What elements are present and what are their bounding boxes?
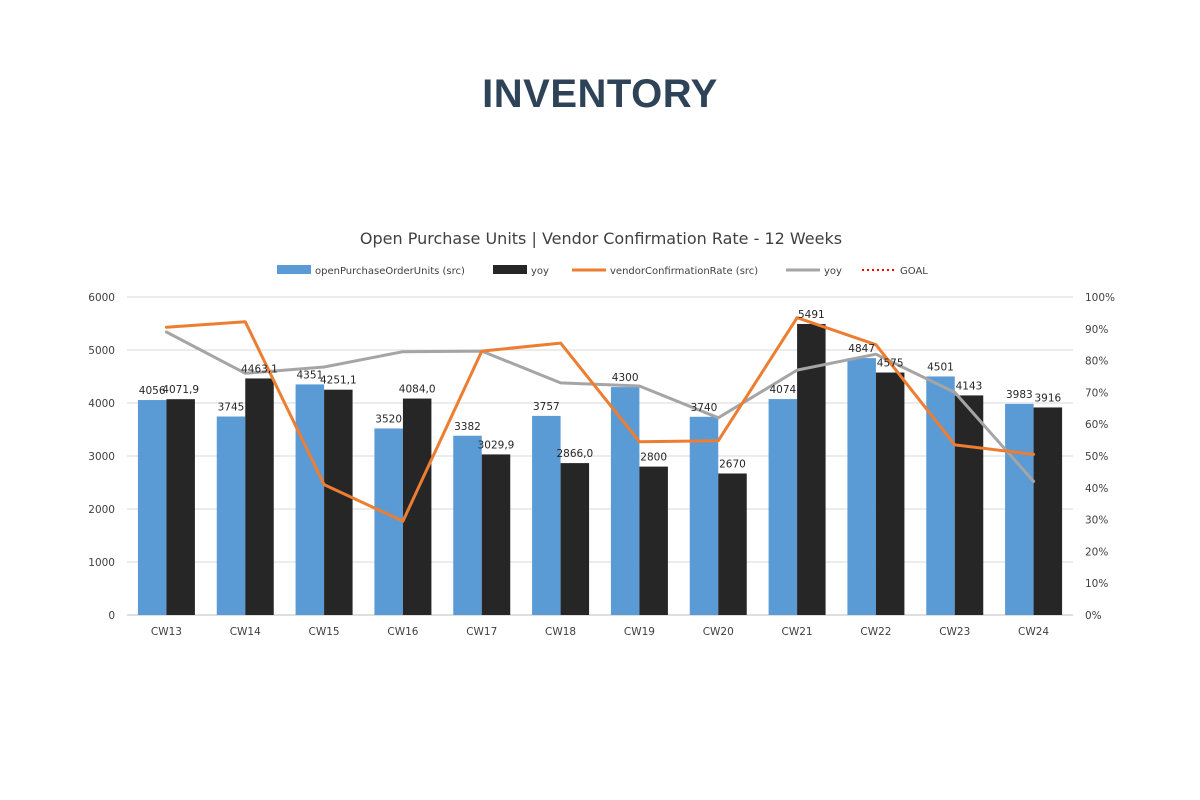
bar-label: 3916 bbox=[1034, 392, 1061, 404]
right-tick-label: 60% bbox=[1085, 419, 1108, 431]
x-tick-label: CW17 bbox=[466, 626, 497, 638]
bar-yoy bbox=[324, 389, 353, 615]
bar-yoy bbox=[954, 395, 984, 615]
x-tick-label: CW15 bbox=[309, 626, 340, 638]
bar-open-purchase-units bbox=[295, 384, 325, 615]
page-title: INVENTORY bbox=[482, 72, 718, 116]
bar-open-purchase-units bbox=[137, 400, 167, 615]
x-tick-label: CW14 bbox=[230, 626, 261, 638]
x-tick-label: CW18 bbox=[545, 626, 576, 638]
bar-label: 4143 bbox=[956, 380, 983, 392]
left-tick-label: 4000 bbox=[88, 398, 115, 410]
bar-open-purchase-units bbox=[374, 428, 403, 615]
bar-yoy bbox=[481, 454, 511, 615]
left-tick-label: 1000 bbox=[88, 557, 115, 569]
bar-label: 4575 bbox=[877, 358, 904, 370]
right-tick-label: 100% bbox=[1085, 292, 1115, 304]
right-tick-label: 0% bbox=[1085, 610, 1102, 622]
left-tick-label: 2000 bbox=[88, 504, 115, 516]
bar-label: 2866,0 bbox=[556, 448, 593, 460]
x-tick-label: CW21 bbox=[782, 626, 813, 638]
right-tick-label: 80% bbox=[1085, 356, 1108, 368]
bar-open-purchase-units bbox=[610, 387, 640, 615]
chart-legend: openPurchaseOrderUnits (src) yoy vendorCon… bbox=[277, 265, 928, 277]
bar-label: 4056 bbox=[139, 385, 166, 397]
right-tick-label: 40% bbox=[1085, 483, 1108, 495]
bar-yoy bbox=[718, 473, 747, 615]
left-tick-label: 3000 bbox=[88, 451, 115, 463]
bar-label: 5491 bbox=[798, 309, 825, 321]
bar-label: 4463,1 bbox=[241, 363, 278, 375]
right-tick-label: 20% bbox=[1085, 546, 1108, 558]
right-axis: 0% 10% 20% 30% 40% 50% 60% 70% 80% 90% 100% bbox=[1085, 292, 1115, 622]
left-tick-label: 0 bbox=[108, 610, 115, 622]
bar-open-purchase-units bbox=[216, 416, 246, 615]
bar-label: 3745 bbox=[218, 402, 245, 414]
line-series bbox=[164, 316, 1036, 523]
right-tick-label: 30% bbox=[1085, 515, 1108, 527]
bar-yoy bbox=[402, 398, 432, 615]
legend-swatch bbox=[493, 265, 527, 274]
bar-yoy bbox=[875, 372, 905, 615]
legend-label: vendorConfirmationRate (src) bbox=[610, 266, 758, 277]
chart-title: Open Purchase Units | Vendor Confirmatio… bbox=[360, 229, 842, 248]
bar-label: 4074 bbox=[769, 384, 796, 396]
right-tick-label: 90% bbox=[1085, 324, 1108, 336]
bar-open-purchase-units bbox=[1005, 403, 1034, 615]
bar-yoy bbox=[639, 466, 668, 615]
left-axis: 0 1000 2000 3000 4000 5000 6000 bbox=[88, 292, 115, 622]
bar-open-purchase-units bbox=[689, 416, 719, 615]
right-tick-label: 70% bbox=[1085, 387, 1108, 399]
bar-yoy bbox=[1033, 407, 1063, 615]
bar-label: 3740 bbox=[691, 402, 718, 414]
bar-label: 4300 bbox=[612, 372, 639, 384]
x-tick-label: CW22 bbox=[860, 626, 891, 638]
bar-label: 2800 bbox=[640, 452, 667, 464]
bar-open-purchase-units bbox=[847, 358, 876, 615]
bar-yoy bbox=[560, 463, 590, 615]
bar-label: 4251,1 bbox=[320, 375, 357, 387]
bar-series bbox=[137, 323, 1063, 615]
x-tick-label: CW16 bbox=[387, 626, 418, 638]
bar-label: 3757 bbox=[533, 401, 560, 413]
bar-label: 2670 bbox=[719, 458, 746, 470]
bar-yoy bbox=[166, 399, 195, 615]
legend-label: openPurchaseOrderUnits (src) bbox=[315, 266, 465, 277]
left-tick-label: 6000 bbox=[88, 292, 115, 304]
x-tick-label: CW19 bbox=[624, 626, 655, 638]
bar-label: 4084,0 bbox=[399, 384, 436, 396]
legend-label: yoy bbox=[531, 266, 549, 277]
bar-label: 3382 bbox=[454, 421, 481, 433]
bar-label: 3983 bbox=[1006, 389, 1033, 401]
bar-yoy bbox=[245, 378, 274, 615]
bar-label: 4071,9 bbox=[162, 384, 199, 396]
x-tick-label: CW24 bbox=[1018, 626, 1049, 638]
left-tick-label: 5000 bbox=[88, 345, 115, 357]
right-tick-label: 10% bbox=[1085, 578, 1108, 590]
x-tick-label: CW23 bbox=[939, 626, 970, 638]
bar-label: 3520 bbox=[375, 413, 402, 425]
bar-label: 4351 bbox=[296, 369, 323, 381]
bar-open-purchase-units bbox=[453, 435, 482, 615]
bar-label: 4847 bbox=[848, 343, 875, 355]
bar-open-purchase-units bbox=[532, 415, 561, 615]
bar-open-purchase-units bbox=[768, 399, 798, 615]
legend-swatch bbox=[277, 265, 311, 274]
right-tick-label: 50% bbox=[1085, 451, 1108, 463]
legend-label: GOAL bbox=[900, 266, 928, 277]
x-axis: CW13 CW14 CW15 CW16 CW17 CW18 CW19 CW20 CW21 CW22… bbox=[151, 626, 1050, 638]
legend-label: yoy bbox=[824, 266, 842, 277]
bar-label: 4501 bbox=[927, 361, 954, 373]
line-vendor-confirmation-rate bbox=[164, 316, 1036, 523]
bar-yoy bbox=[797, 323, 826, 615]
x-tick-label: CW13 bbox=[151, 626, 182, 638]
x-tick-label: CW20 bbox=[703, 626, 734, 638]
bar-label: 3029,9 bbox=[478, 439, 515, 451]
